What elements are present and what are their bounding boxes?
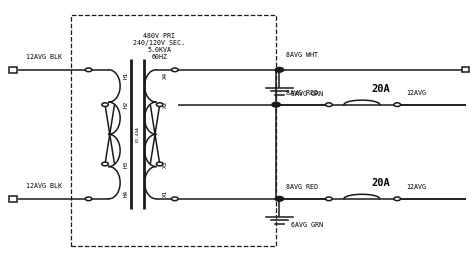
Circle shape bbox=[156, 162, 163, 166]
Text: 6AVG GRN: 6AVG GRN bbox=[291, 222, 323, 228]
Text: X4: X4 bbox=[164, 72, 168, 79]
Circle shape bbox=[172, 197, 178, 201]
Circle shape bbox=[394, 103, 401, 106]
Text: 480V PRI
240/120V SEC.
5.0KVA
60HZ: 480V PRI 240/120V SEC. 5.0KVA 60HZ bbox=[133, 33, 185, 60]
Circle shape bbox=[326, 197, 332, 201]
Bar bbox=[9, 67, 17, 73]
Bar bbox=[462, 67, 469, 72]
Circle shape bbox=[102, 103, 109, 106]
Text: X3: X3 bbox=[164, 160, 168, 168]
Circle shape bbox=[272, 102, 280, 107]
Text: 8AVG GRN: 8AVG GRN bbox=[291, 90, 323, 97]
Text: X1: X1 bbox=[164, 190, 168, 197]
Circle shape bbox=[275, 196, 283, 201]
Circle shape bbox=[85, 197, 92, 201]
Circle shape bbox=[275, 68, 283, 72]
Text: 12AVG BLK: 12AVG BLK bbox=[26, 54, 62, 60]
Text: 20A: 20A bbox=[371, 178, 390, 188]
Text: X2: X2 bbox=[164, 101, 168, 108]
Circle shape bbox=[156, 103, 163, 106]
Text: H3: H3 bbox=[123, 160, 128, 168]
Circle shape bbox=[172, 68, 178, 72]
Text: H4: H4 bbox=[123, 190, 128, 197]
Bar bbox=[9, 196, 17, 202]
Text: E1-45A: E1-45A bbox=[136, 126, 139, 142]
Text: 20A: 20A bbox=[371, 84, 390, 94]
Circle shape bbox=[102, 162, 109, 166]
Text: 8AVG RED: 8AVG RED bbox=[286, 184, 319, 190]
Text: 12AVG BLK: 12AVG BLK bbox=[26, 183, 62, 189]
Text: 8AVG WHT: 8AVG WHT bbox=[286, 52, 319, 58]
Bar bbox=[71, 15, 276, 246]
Text: 8AVG RED: 8AVG RED bbox=[286, 90, 319, 96]
Circle shape bbox=[85, 68, 92, 72]
Circle shape bbox=[394, 197, 401, 201]
Text: 12AVG: 12AVG bbox=[407, 90, 427, 96]
Circle shape bbox=[326, 103, 332, 106]
Text: H1: H1 bbox=[123, 72, 128, 79]
Text: 12AVG: 12AVG bbox=[407, 184, 427, 190]
Text: H2: H2 bbox=[123, 101, 128, 108]
